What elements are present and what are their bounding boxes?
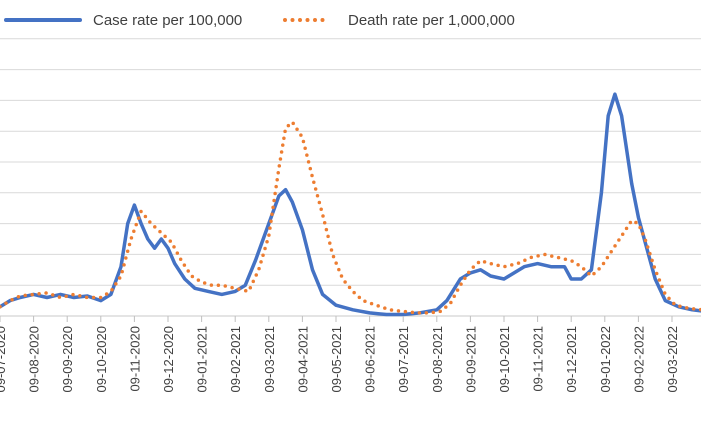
x-tick-label: 09-02-2022 (631, 326, 646, 393)
x-tick-label: 09-08-2020 (27, 326, 42, 393)
x-tick-label: 09-07-2020 (0, 326, 8, 393)
gridlines (0, 38, 701, 317)
x-tick-label: 09-03-2021 (262, 326, 277, 393)
x-tick-label: 09-10-2020 (94, 326, 109, 393)
x-tick-label: 09-11-2021 (531, 326, 546, 392)
legend-label-case-rate: Case rate per 100,000 (93, 12, 242, 29)
x-tick-label: 09-07-2021 (396, 326, 411, 393)
legend: Case rate per 100,000 Death rate per 1,0… (4, 12, 515, 29)
x-tick-label: 09-02-2021 (228, 326, 243, 393)
series-line-death-rate (0, 120, 701, 315)
x-tick-label: 09-01-2022 (598, 326, 613, 393)
x-tick-label: 09-05-2021 (329, 326, 344, 393)
x-tick-label: 09-12-2021 (564, 326, 579, 393)
x-tick-label: 09-12-2020 (161, 326, 176, 393)
x-axis-tick-labels: 09-07-2020 09-08-2020 09-09-2020 09-10-2020… (0, 316, 680, 393)
x-tick-label: 09-06-2021 (363, 326, 378, 393)
x-tick-label: 09-10-2021 (497, 326, 512, 393)
x-tick-label: 09-11-2020 (127, 326, 142, 392)
x-tick-label: 09-03-2022 (665, 326, 680, 393)
x-tick-label: 09-09-2020 (60, 326, 75, 393)
x-tick-label: 09-09-2021 (463, 326, 478, 393)
x-tick-label: 09-08-2021 (430, 326, 445, 393)
series-layer (0, 92, 701, 317)
x-tick-label: 09-01-2021 (195, 326, 210, 393)
x-tick-label: 09-04-2021 (295, 326, 310, 393)
legend-label-death-rate: Death rate per 1,000,000 (348, 12, 515, 29)
series-line-case-rate (0, 92, 701, 317)
